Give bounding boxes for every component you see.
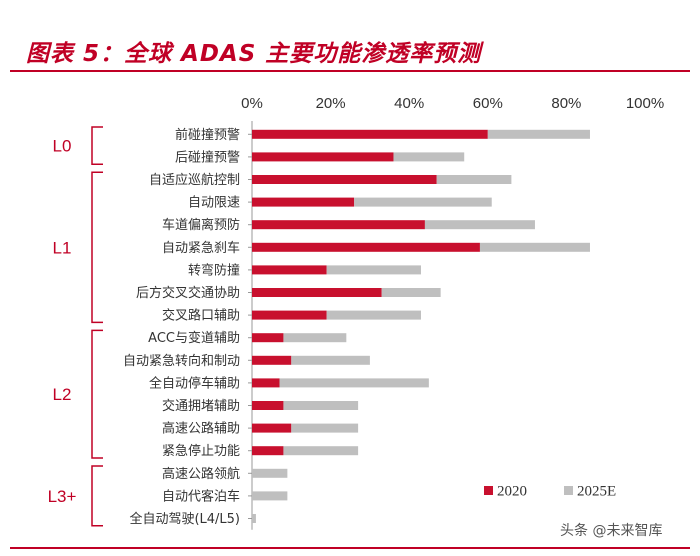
- bar-2025e: [291, 423, 359, 433]
- group-bracket: [91, 329, 103, 459]
- category-label: 自适应巡航控制: [149, 172, 240, 188]
- bar-2020: [252, 378, 280, 388]
- bar-2020: [252, 129, 488, 139]
- bar-2020: [252, 265, 327, 275]
- category-label: 自动代客泊车: [162, 488, 240, 504]
- category-label: 高速公路领航: [162, 466, 240, 482]
- x-tick-label: 20%: [316, 95, 346, 112]
- group-bracket: [91, 465, 103, 527]
- group-bracket: [91, 126, 103, 165]
- category-label: 车道偏离预防: [162, 217, 240, 233]
- category-label: 交通拥堵辅助: [162, 398, 240, 414]
- bar-2025e: [283, 446, 359, 456]
- bar-2020: [252, 242, 480, 252]
- x-tick-label: 100%: [626, 95, 664, 112]
- bar-2025e: [252, 468, 288, 478]
- x-tick-label: 0%: [241, 95, 263, 112]
- x-tick-label: 80%: [551, 95, 581, 112]
- category-label: 前碰撞预警: [175, 127, 240, 143]
- category-label: 高速公路辅助: [162, 421, 240, 437]
- category-label: 自动紧急刹车: [162, 240, 240, 256]
- page-title: 图表 5：全球 ADAS 主要功能渗透率预测: [26, 41, 482, 67]
- bar-2020: [252, 152, 394, 162]
- category-label: 全自动驾驶(L4/L5): [129, 511, 240, 527]
- bar-2025e: [283, 401, 359, 410]
- title-divider: [10, 70, 690, 72]
- bar-2020: [252, 310, 327, 320]
- group-label: L1: [53, 238, 72, 257]
- x-tick-label: 40%: [394, 95, 424, 112]
- bar-2025e: [487, 129, 590, 139]
- legend-swatch-2020: [484, 486, 493, 495]
- legend-swatch-2025e: [564, 486, 573, 495]
- bar-2020: [252, 446, 284, 456]
- bar-2020: [252, 220, 425, 230]
- group-label: L0: [53, 137, 72, 156]
- bar-2025e: [283, 333, 347, 343]
- bar-2025e: [291, 355, 370, 365]
- watermark: 头条 @未来智库: [560, 523, 663, 539]
- bar-2020: [252, 401, 284, 410]
- legend-label-2025e: 2025E: [577, 484, 616, 500]
- bar-2025e: [393, 152, 465, 162]
- bar-2025e: [326, 310, 421, 320]
- bar-2025e: [252, 514, 256, 523]
- category-label: 自动限速: [188, 196, 240, 211]
- bar-2025e: [381, 288, 441, 297]
- group-label: L3+: [48, 487, 77, 506]
- bar-2025e: [326, 265, 421, 275]
- category-label: 后碰撞预警: [175, 149, 240, 165]
- bottom-divider: [10, 547, 690, 549]
- group-bracket: [91, 171, 103, 324]
- bar-2020: [252, 355, 292, 365]
- bar-2025e: [354, 197, 492, 207]
- category-label: 转弯防撞: [188, 262, 240, 278]
- x-tick-label: 60%: [473, 95, 503, 112]
- category-label: ACC与变道辅助: [148, 330, 240, 346]
- bar-2020: [252, 423, 292, 433]
- legend-label-2020: 2020: [497, 484, 527, 500]
- bar-2020: [252, 333, 284, 343]
- category-label: 自动紧急转向和制动: [123, 353, 240, 369]
- group-label: L2: [53, 385, 72, 404]
- category-label: 紧急停止功能: [162, 443, 240, 459]
- bar-2020: [252, 197, 355, 207]
- bar-2025e: [279, 378, 429, 388]
- category-label: 全自动停车辅助: [149, 375, 240, 391]
- bar-2025e: [252, 491, 288, 501]
- bar-2025e: [424, 220, 535, 230]
- bar-2025e: [436, 175, 512, 184]
- bar-2020: [252, 175, 437, 184]
- category-label: 交叉路口辅助: [162, 308, 240, 324]
- bar-2020: [252, 288, 382, 297]
- bar-2025e: [479, 242, 590, 252]
- category-label: 后方交叉交通协助: [136, 285, 240, 301]
